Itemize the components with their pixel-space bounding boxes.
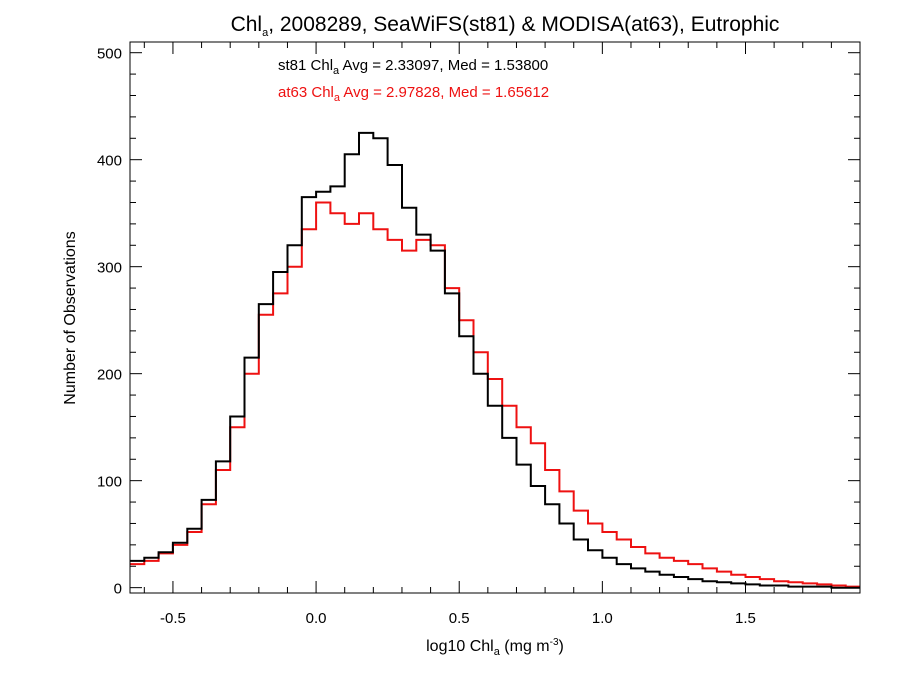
series-layer [130, 131, 860, 589]
y-tick-label: 200 [97, 367, 122, 384]
y-tick-label: 0 [114, 581, 122, 598]
series-line-at63 [130, 201, 860, 588]
series-line-st81 [130, 131, 860, 589]
x-tick-label: 1.0 [592, 610, 613, 627]
y-axis-label: Number of Observations [62, 231, 79, 404]
series-stat-st81: st81 Chla Avg = 2.33097, Med = 1.53800 [278, 57, 548, 77]
y-tick-label: 300 [97, 260, 122, 277]
y-tick-label: 400 [97, 153, 122, 170]
x-tick-label: -0.5 [160, 610, 186, 627]
series-stat-at63: at63 Chla Avg = 2.97828, Med = 1.65612 [278, 84, 549, 104]
x-axis: -0.5 0.0 0.5 1.0 1.5 [143, 42, 832, 627]
x-tick-label: 0.5 [449, 610, 470, 627]
x-tick-label: 0.0 [306, 610, 327, 627]
y-tick-label: 100 [97, 474, 122, 491]
x-tick-label: 1.5 [735, 610, 756, 627]
plot-frame [129, 41, 861, 594]
x-axis-label: log10 Chla (mg m-3) [426, 637, 564, 658]
chart-title: Chla, 2008289, SeaWiFS(st81) & MODISA(at… [231, 13, 780, 39]
y-axis: 0 100 200 300 400 500 [97, 46, 860, 598]
y-tick-label: 500 [97, 46, 122, 63]
